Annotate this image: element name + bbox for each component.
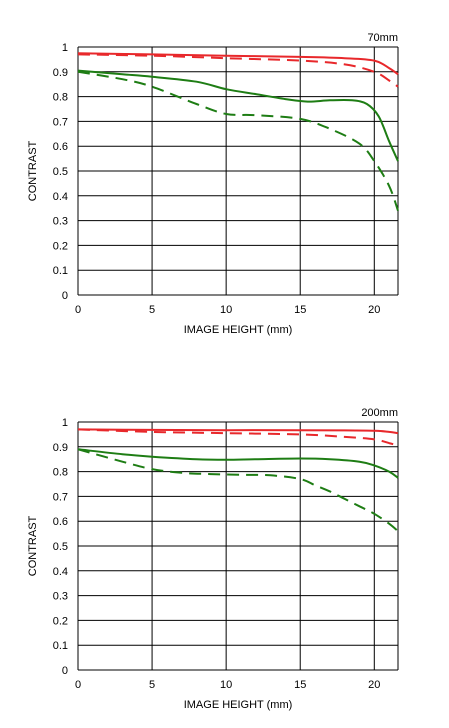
y-tick-label: 0.4: [53, 566, 68, 578]
mtf-chart-200mm: 00.10.20.30.40.50.60.70.80.910 5 10 15 20200…: [27, 407, 399, 711]
x-tick-label: 20: [368, 679, 380, 691]
mtf-series-red-solid: [77, 52, 399, 76]
y-axis-title: CONTRAST: [27, 515, 39, 576]
y-tick-label: 0.8: [53, 467, 68, 479]
y-tick-label: 0.1: [53, 640, 68, 652]
y-tick-label: 0: [62, 290, 68, 302]
y-tick-label: 0.5: [53, 166, 68, 178]
y-tick-label: 1: [62, 417, 68, 429]
x-axis-title: IMAGE HEIGHT (mm): [184, 699, 293, 711]
y-tick-label: 0.7: [53, 116, 68, 128]
y-tick-label: 0: [62, 665, 68, 677]
x-tick-label: 20: [368, 304, 380, 316]
mtf-series-green-solid: [77, 69, 399, 162]
y-tick-label: 1: [62, 42, 68, 54]
x-tick-label: 15: [294, 679, 306, 691]
y-tick-label: 0.2: [53, 615, 68, 627]
mtf-series-red-dashed: [77, 428, 399, 447]
y-tick-label: 0.8: [53, 92, 68, 104]
mtf-series-green-solid: [77, 448, 399, 479]
mtf-chart-70mm: 00.10.20.30.40.50.60.70.80.910 5 10 15 2070m…: [27, 32, 399, 336]
y-tick-label: 0.6: [53, 516, 68, 528]
x-tick-label: 0: [75, 304, 81, 316]
mtf-series-red-solid: [77, 428, 399, 435]
y-tick-label: 0.9: [53, 442, 68, 454]
focal-length-label: 70mm: [367, 32, 398, 44]
x-tick-label: 15: [294, 304, 306, 316]
focal-length-label: 200mm: [361, 407, 398, 419]
y-tick-label: 0.5: [53, 541, 68, 553]
y-tick-label: 0.1: [53, 265, 68, 277]
y-tick-label: 0.4: [53, 191, 68, 203]
y-tick-label: 0.9: [53, 67, 68, 79]
y-axis-title: CONTRAST: [27, 140, 39, 201]
mtf-series-green-dashed: [77, 448, 399, 532]
x-tick-label: 5: [149, 679, 155, 691]
y-tick-label: 0.7: [53, 491, 68, 503]
x-tick-label: 0: [75, 679, 81, 691]
mtf-series-green-dashed: [77, 70, 399, 212]
x-tick-label: 10: [220, 304, 232, 316]
y-tick-label: 0.2: [53, 240, 68, 252]
x-tick-label: 10: [220, 679, 232, 691]
y-tick-label: 0.6: [53, 141, 68, 153]
x-tick-label: 5: [149, 304, 155, 316]
y-tick-label: 0.3: [53, 216, 68, 228]
x-axis-title: IMAGE HEIGHT (mm): [184, 324, 293, 336]
mtf-series-red-dashed: [77, 53, 399, 88]
y-tick-label: 0.3: [53, 591, 68, 603]
